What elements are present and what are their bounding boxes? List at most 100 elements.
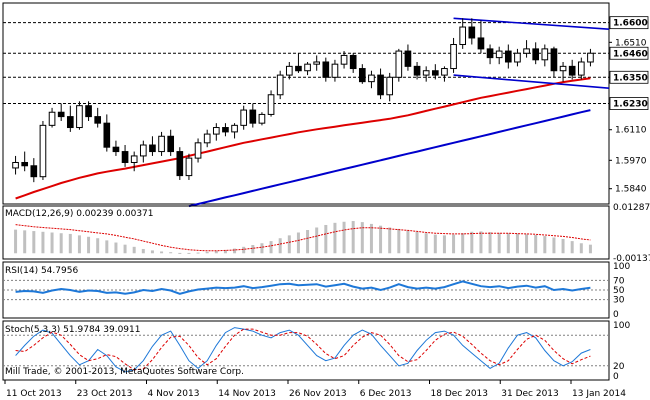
candle [212,123,220,141]
candle [222,123,229,137]
candle [504,44,512,69]
macd-bar [123,244,127,254]
level-price-label: 1.6460 [613,49,648,59]
candle [523,40,530,58]
macd-bar [333,222,337,254]
x-tick-label: 13 Jan 2014 [572,389,626,399]
macd-bar [242,246,246,254]
candle-body [331,63,339,78]
candle [21,151,29,172]
candle-body [30,165,38,178]
candle [459,18,467,49]
time-axis: 11 Oct 2013 23 Oct 2013 4 Nov 2013 14 Nov 2… [4,380,626,399]
candle-body [577,61,585,76]
stoch-tick-label: 100 [613,321,630,331]
macd-bar [534,235,538,254]
candle-body [559,65,567,72]
macd-signal-line [15,224,591,252]
macd-bar [379,225,383,254]
macd-bar [187,252,191,254]
candle [331,59,339,82]
candle-body [76,105,83,129]
macd-bar [497,232,501,254]
macd-bar [369,223,373,254]
candle-body [222,127,229,133]
macd-bar [351,221,355,254]
stoch-signal-line [15,328,591,371]
macd-bar [515,233,519,254]
macd-tick-label: -0.00137 [613,254,650,264]
candle-body [514,52,521,63]
candle-body [57,111,65,118]
macd-bar [23,230,27,254]
candle [167,129,175,156]
macd-bar [105,240,109,254]
macd-bar [178,252,182,254]
candle [413,61,421,80]
moving-average-red [15,77,591,200]
candle [386,72,394,102]
candle-body [231,124,238,133]
candle [194,138,202,163]
rsi-tick-label: 50 [613,286,625,296]
level-price-box [609,16,649,30]
main-price-panel: 1.6510 1.6350 1.6110 1.5970 1.5840 1.6600 1.64… [2,2,649,208]
macd-bar [132,246,136,254]
macd-bar [196,252,200,254]
x-tick-label: 6 Dec 2013 [360,389,412,399]
candle [450,37,457,73]
macd-bar [342,221,346,254]
candle-body [149,144,156,153]
rsi-tick-label: 0 [613,310,619,320]
candle [57,103,65,121]
macd-bar [160,251,164,254]
macd-bar [588,244,592,254]
x-tick-label: 11 Oct 2013 [6,389,62,399]
candle-body [185,157,193,177]
macd-bar [570,241,574,254]
macd-bar [251,245,255,254]
x-tick-label: 31 Dec 2013 [501,389,559,399]
macd-bar [114,242,118,254]
candle-body [541,48,549,61]
candle-body [12,161,19,169]
candle [39,120,47,180]
candle-body [368,74,375,83]
candle-body [85,105,92,118]
trendline-upper [453,17,610,31]
candle-body [413,65,421,76]
macd-bar [41,231,45,254]
candle [477,20,485,54]
level-price-label: 1.6230 [613,100,648,110]
candle [267,90,275,117]
macd-bar [306,229,310,254]
candle [514,48,521,67]
candle-body [486,48,494,59]
macd-bar [470,231,474,254]
y-tick-label: 1.5970 [615,156,647,166]
candle-body [130,155,138,163]
macd-bar [260,243,264,254]
candle-body [304,63,311,72]
candle-body [285,65,293,76]
macd-bar [233,248,237,254]
candle-body [121,151,129,163]
candle-body [450,44,457,70]
macd-bar [397,228,401,254]
candle-body [249,109,257,124]
x-tick-label: 26 Nov 2013 [289,389,347,399]
candle-body [468,26,476,39]
candle [577,57,585,80]
level-price-label: 1.6350 [613,73,648,83]
y-tick-label: 1.6110 [615,126,647,136]
macd-bar [461,233,465,254]
candle [441,66,448,82]
candle-body [139,144,147,157]
macd-bar [296,232,300,254]
candle [30,158,38,183]
candle-body [212,127,220,135]
candle [368,70,375,89]
candle-body [258,113,266,124]
macd-bar [561,238,565,254]
candle-body [240,109,248,126]
